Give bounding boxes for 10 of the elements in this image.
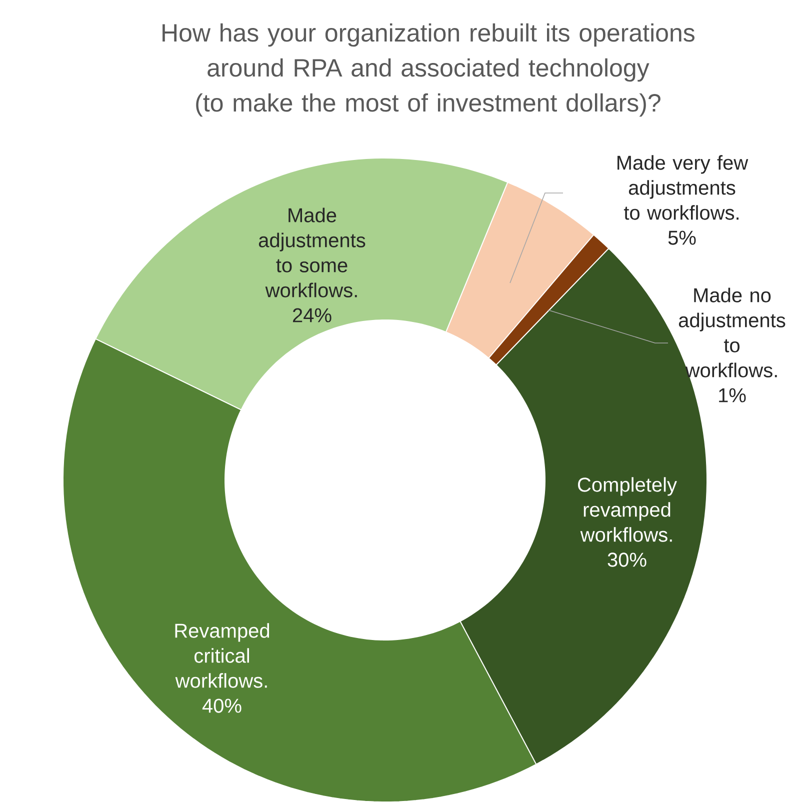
slice-label: Made very few adjustments to workflows. — [618, 155, 748, 220]
slice-label: Completely revamped workflows. — [578, 477, 677, 542]
chart-title: How has your organization rebuilt its operations around RPA and associated technology (to make the most of investment dollars)? — [162, 23, 694, 117]
data-label: 5% — [668, 230, 696, 245]
slice-label: Revamped critical workflows. — [175, 623, 270, 688]
data-label: 1% — [719, 388, 746, 402]
data-label: 40% — [202, 698, 242, 713]
data-label: 24% — [292, 308, 332, 322]
data-label: 30% — [608, 552, 646, 567]
slice-label: Made adjustments to some workflows. — [258, 208, 366, 298]
